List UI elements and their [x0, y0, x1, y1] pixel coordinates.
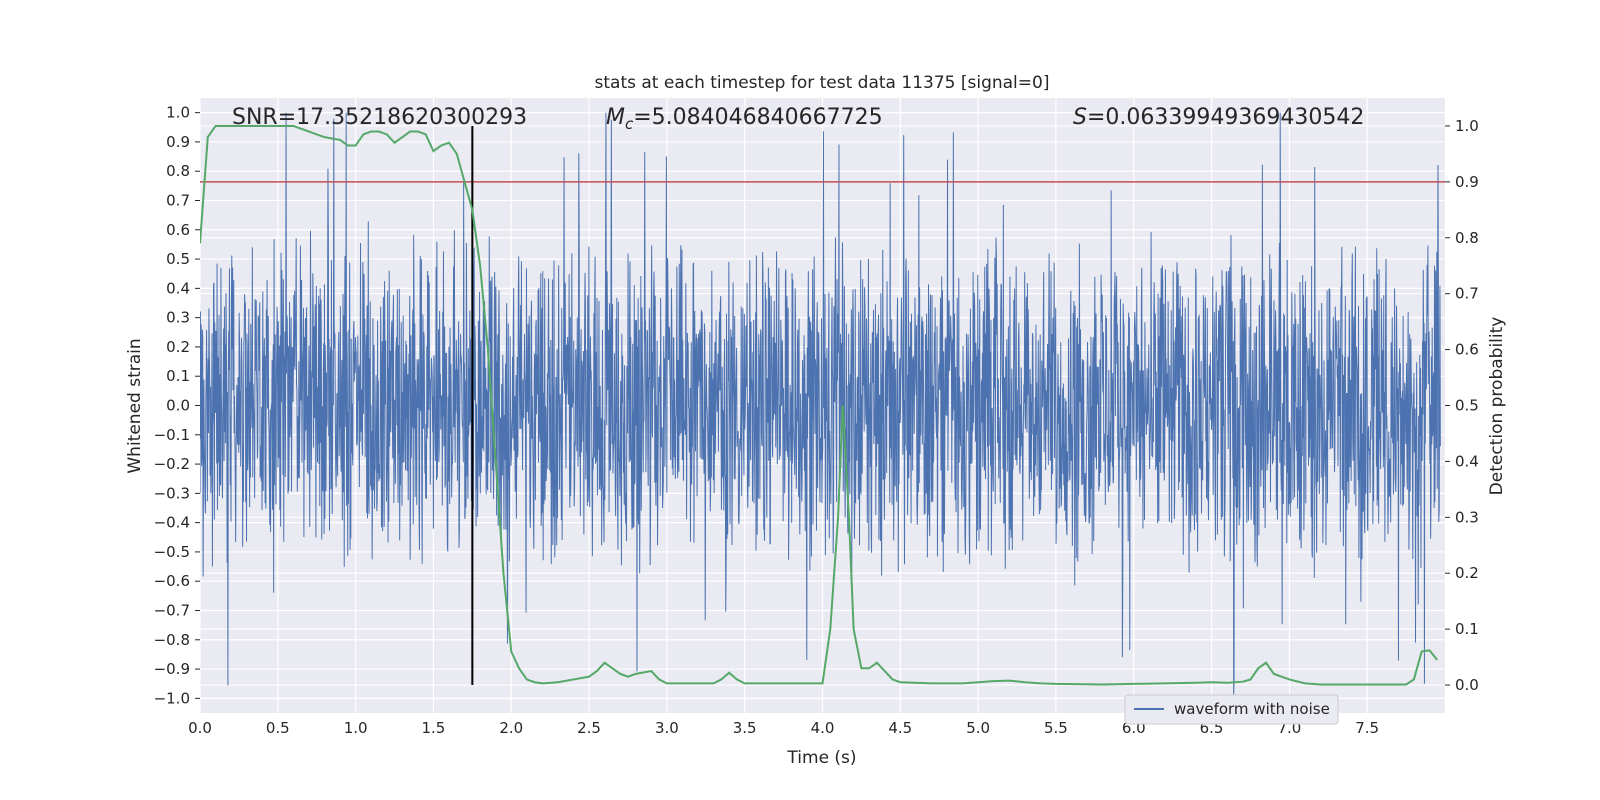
y-left-tick-label: −0.4 [154, 514, 190, 532]
x-tick-label: 1.0 [344, 719, 368, 737]
y-right-tick-label: 0.3 [1455, 508, 1479, 526]
x-tick-label: 2.5 [577, 719, 601, 737]
y-left-tick-label: −0.9 [154, 660, 190, 678]
x-tick-label: 1.5 [422, 719, 446, 737]
y-left-tick-label: −0.7 [154, 602, 190, 620]
y-left-tick-label: −0.3 [154, 484, 190, 502]
x-tick-label: 4.5 [888, 719, 912, 737]
y-left-tick-label: −0.1 [154, 426, 190, 444]
x-tick-label: 5.0 [966, 719, 990, 737]
mc-subscript: c [625, 115, 634, 133]
x-tick-label: 2.0 [499, 719, 523, 737]
y-right-tick-label: 0.9 [1455, 173, 1479, 191]
y-left-tick-label: 0.8 [166, 162, 190, 180]
chirp-mass-annotation: Mc=5.084046840667725 [606, 105, 883, 133]
waveform-series-line [200, 112, 1441, 696]
plot-clip-group [200, 112, 1445, 696]
y-left-tick-label: 0.9 [166, 133, 190, 151]
y-right-axis-label: Detection probability [1487, 317, 1507, 496]
legend-box [1124, 694, 1339, 725]
y-left-tick-label: 0.1 [166, 367, 190, 385]
y-left-tick-label: −0.8 [154, 631, 190, 649]
y-left-tick-label: 0.4 [166, 279, 190, 297]
chart-title: stats at each timestep for test data 113… [595, 73, 1050, 93]
y-left-tick-label: −1.0 [154, 689, 190, 707]
legend-label-waveform: waveform with noise [1174, 700, 1330, 718]
y-left-tick-label: 0.3 [166, 309, 190, 327]
y-left-tick-label: −0.6 [154, 572, 190, 590]
legend: waveform with noise [1124, 694, 1339, 725]
mc-symbol: M [606, 105, 625, 130]
y-left-tick-label: −0.5 [154, 543, 190, 561]
y-right-tick-label: 0.7 [1455, 285, 1479, 303]
s-value: =0.06339949369430542 [1087, 105, 1364, 130]
y-left-axis-label: Whitened strain [125, 338, 145, 473]
y-left-tick-label: −0.2 [154, 455, 190, 473]
mc-value: =5.084046840667725 [633, 105, 882, 130]
snr-annotation: SNR=17.35218620300293 [232, 105, 527, 130]
x-tick-label: 3.5 [733, 719, 757, 737]
y-right-tick-label: 0.0 [1455, 676, 1479, 694]
s-symbol: S [1073, 105, 1087, 130]
x-tick-label: 0.5 [266, 719, 290, 737]
y-left-tick-labels: −1.0 −0.9 −0.8 −0.7 −0.6 −0.5 −0.4 −0.3 −0.2 −0.1… [154, 104, 200, 707]
x-tick-label: 5.5 [1044, 719, 1068, 737]
detection-probability-line [200, 124, 1438, 686]
y-left-tick-label: 1.0 [166, 104, 190, 122]
y-right-tick-label: 0.8 [1455, 229, 1479, 247]
y-left-tick-label: 0.0 [166, 397, 190, 415]
x-tick-label: 0.0 [188, 719, 212, 737]
y-right-tick-label: 0.6 [1455, 341, 1479, 359]
x-tick-label: 4.0 [811, 719, 835, 737]
y-left-tick-label: 0.6 [166, 221, 190, 239]
y-left-tick-label: 0.5 [166, 250, 190, 268]
x-axis-label: Time (s) [786, 748, 856, 768]
y-right-tick-label: 0.4 [1455, 452, 1479, 470]
y-left-tick-label: 0.7 [166, 192, 190, 210]
x-tick-labels: 0.0 0.5 1.0 1.5 2.0 2.5 3.0 3.5 4.0 4.5 5.0 5.5 6.0 6… [188, 719, 1379, 737]
y-right-tick-labels: 0.0 0.1 0.2 0.3 0.4 0.5 0.6 0.7 0.8 0.9 1.0 [1445, 117, 1479, 694]
x-tick-label: 7.5 [1355, 719, 1379, 737]
y-right-tick-label: 0.2 [1455, 564, 1479, 582]
y-right-tick-label: 0.5 [1455, 397, 1479, 415]
y-right-tick-label: 1.0 [1455, 117, 1479, 135]
y-left-tick-label: 0.2 [166, 338, 190, 356]
y-right-tick-label: 0.1 [1455, 620, 1479, 638]
s-annotation: S=0.06339949369430542 [1073, 105, 1364, 130]
x-tick-label: 3.0 [655, 719, 679, 737]
